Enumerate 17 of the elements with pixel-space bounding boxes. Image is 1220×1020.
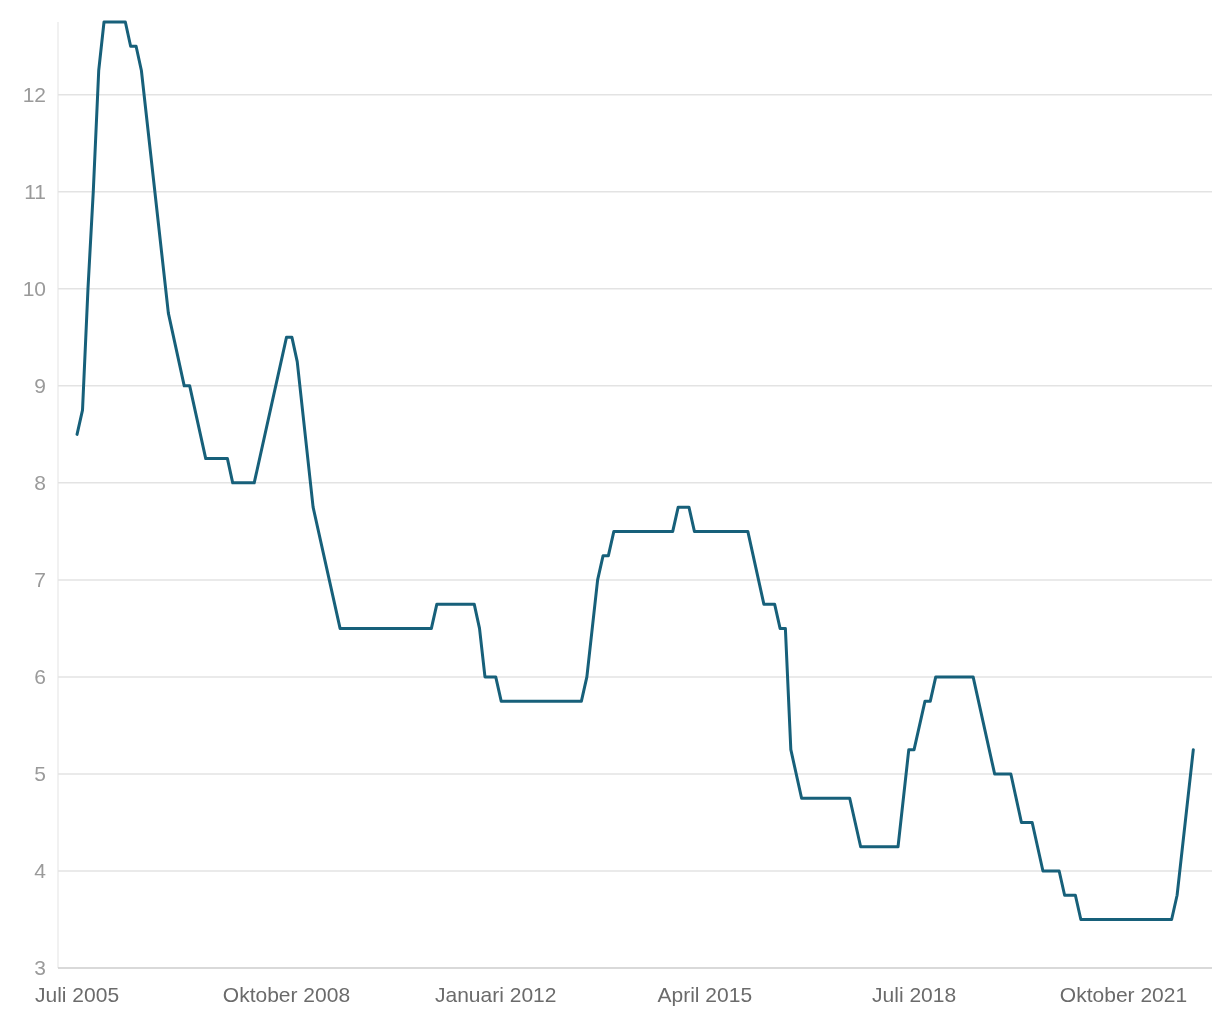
y-tick-label: 12 <box>22 83 46 107</box>
x-tick-label: Oktober 2021 <box>1059 983 1188 1006</box>
x-tick-label: April 2015 <box>657 983 753 1006</box>
y-tick-label: 7 <box>34 568 46 592</box>
y-tick-label: 5 <box>34 762 46 786</box>
y-tick-label: 10 <box>22 277 46 301</box>
line-series <box>75 20 1195 921</box>
y-tick-label: 6 <box>34 665 46 689</box>
y-tick-label: 4 <box>34 859 47 883</box>
y-tick-label: 11 <box>24 180 46 204</box>
y-tick-label: 3 <box>34 956 46 980</box>
y-tick-label: 8 <box>34 471 46 495</box>
y-tick-label: 9 <box>34 374 46 398</box>
x-tick-label: Oktober 2008 <box>222 983 351 1006</box>
x-tick-label: Januari 2012 <box>435 983 557 1006</box>
x-tick-label: Juli 2005 <box>35 983 120 1006</box>
x-tick-label: Juli 2018 <box>872 983 957 1006</box>
